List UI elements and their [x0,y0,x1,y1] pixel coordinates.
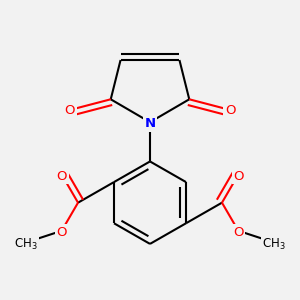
Text: O: O [233,169,244,182]
Text: O: O [64,104,75,117]
Text: N: N [144,117,156,130]
Text: O: O [233,226,244,239]
Text: O: O [56,169,67,182]
Text: O: O [225,104,236,117]
Text: CH$_3$: CH$_3$ [262,237,286,252]
Text: CH$_3$: CH$_3$ [14,237,38,252]
Text: O: O [56,226,67,239]
